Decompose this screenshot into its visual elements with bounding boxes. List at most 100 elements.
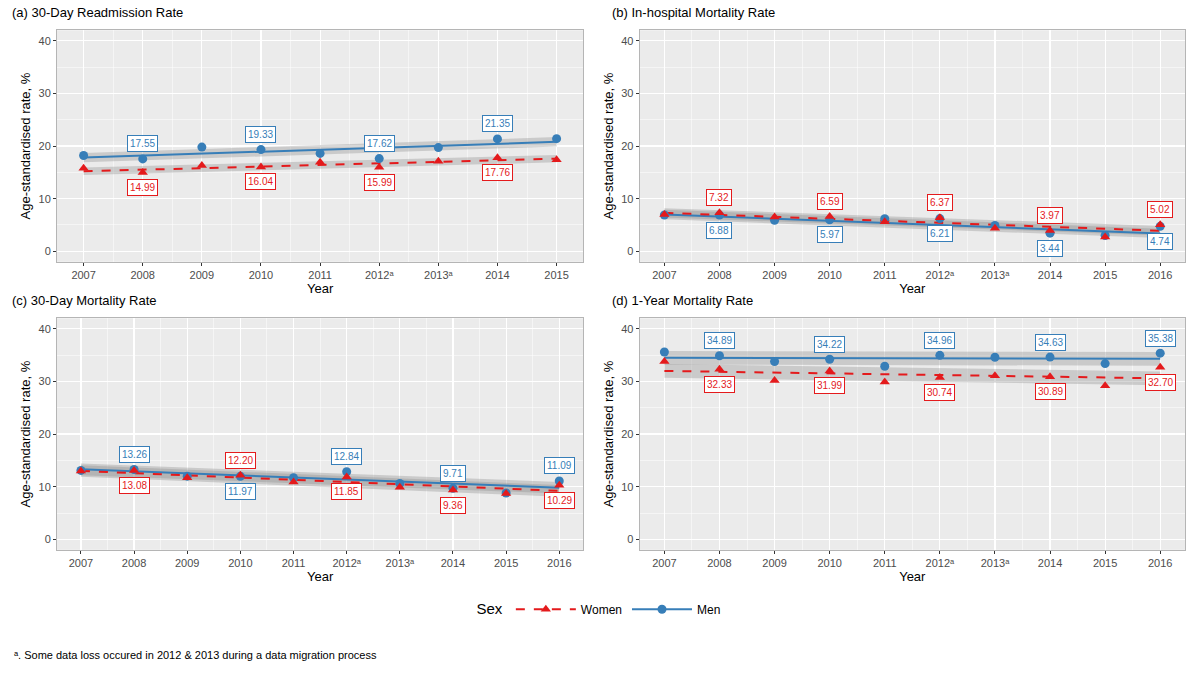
svg-text:2012ᵃ: 2012ᵃ (365, 269, 394, 281)
svg-text:2012ᵃ: 2012ᵃ (926, 269, 955, 281)
svg-text:11.09: 11.09 (547, 460, 572, 471)
svg-text:40: 40 (621, 35, 633, 47)
svg-text:19.33: 19.33 (248, 129, 273, 140)
svg-text:32.33: 32.33 (707, 379, 732, 390)
svg-text:2009: 2009 (175, 557, 199, 569)
svg-text:5.97: 5.97 (820, 229, 840, 240)
svg-text:13.08: 13.08 (122, 480, 147, 491)
svg-text:21.35: 21.35 (485, 118, 510, 129)
svg-text:2012ᵃ: 2012ᵃ (926, 557, 955, 569)
svg-text:30: 30 (621, 375, 633, 387)
svg-text:34.96: 34.96 (927, 335, 952, 346)
svg-text:12.20: 12.20 (228, 455, 253, 466)
svg-text:10: 10 (39, 193, 51, 205)
svg-text:40: 40 (39, 323, 51, 335)
svg-text:6.59: 6.59 (820, 196, 840, 207)
svg-text:17.55: 17.55 (130, 138, 155, 149)
svg-text:20: 20 (39, 428, 51, 440)
svg-text:Age-standardised rate, %: Age-standardised rate, % (18, 360, 33, 507)
svg-text:10: 10 (621, 193, 633, 205)
svg-text:30.89: 30.89 (1038, 386, 1063, 397)
svg-text:2011: 2011 (873, 557, 897, 569)
svg-text:0: 0 (45, 245, 51, 257)
svg-text:6.88: 6.88 (709, 225, 729, 236)
svg-text:0: 0 (627, 245, 633, 257)
svg-text:15.99: 15.99 (367, 177, 392, 188)
svg-text:2008: 2008 (130, 269, 154, 281)
svg-text:Year: Year (899, 281, 926, 296)
svg-text:20: 20 (621, 140, 633, 152)
svg-text:2013ᵃ: 2013ᵃ (424, 269, 453, 281)
svg-text:2015: 2015 (1093, 557, 1117, 569)
svg-text:(c) 30-Day Mortality Rate: (c) 30-Day Mortality Rate (12, 293, 156, 308)
svg-text:11.97: 11.97 (228, 486, 253, 497)
svg-text:35.38: 35.38 (1148, 333, 1173, 344)
svg-text:2015: 2015 (494, 557, 518, 569)
svg-text:ᵃ. Some data loss occured in 2: ᵃ. Some data loss occured in 2012 & 2013… (14, 649, 377, 661)
svg-text:30: 30 (39, 375, 51, 387)
svg-text:17.76: 17.76 (485, 167, 510, 178)
svg-text:4.74: 4.74 (1150, 236, 1170, 247)
svg-text:Year: Year (899, 569, 926, 584)
svg-text:Sex: Sex (477, 600, 503, 617)
svg-text:Age-standardised rate, %: Age-standardised rate, % (18, 72, 33, 219)
svg-text:3.97: 3.97 (1040, 210, 1060, 221)
svg-text:16.04: 16.04 (248, 176, 273, 187)
svg-text:40: 40 (39, 35, 51, 47)
svg-text:9.36: 9.36 (443, 500, 463, 511)
svg-text:14.99: 14.99 (130, 182, 155, 193)
svg-text:9.71: 9.71 (443, 468, 463, 479)
svg-text:2016: 2016 (547, 557, 571, 569)
svg-text:2010: 2010 (249, 269, 273, 281)
svg-text:6.21: 6.21 (930, 228, 950, 239)
svg-text:(a) 30-Day Readmission Rate: (a) 30-Day Readmission Rate (12, 5, 183, 20)
svg-text:6.37: 6.37 (930, 197, 950, 208)
svg-text:2007: 2007 (652, 269, 676, 281)
svg-text:2015: 2015 (544, 269, 568, 281)
svg-text:2011: 2011 (282, 557, 306, 569)
svg-text:10.29: 10.29 (547, 495, 572, 506)
svg-text:Age-standardised rate, %: Age-standardised rate, % (601, 72, 616, 219)
svg-text:2009: 2009 (762, 269, 786, 281)
svg-text:30.74: 30.74 (927, 387, 952, 398)
svg-text:Women: Women (581, 603, 622, 617)
svg-text:2013ᵃ: 2013ᵃ (981, 269, 1010, 281)
svg-text:32.70: 32.70 (1148, 377, 1173, 388)
svg-text:Year: Year (307, 281, 334, 296)
svg-text:2007: 2007 (71, 269, 95, 281)
svg-text:20: 20 (39, 140, 51, 152)
svg-text:3.44: 3.44 (1040, 243, 1060, 254)
svg-text:2011: 2011 (873, 269, 897, 281)
svg-text:2008: 2008 (707, 557, 731, 569)
svg-text:30: 30 (621, 87, 633, 99)
svg-text:34.22: 34.22 (817, 339, 842, 350)
svg-text:2008: 2008 (122, 557, 146, 569)
svg-text:Age-standardised rate, %: Age-standardised rate, % (601, 360, 616, 507)
svg-text:30: 30 (39, 87, 51, 99)
svg-text:2009: 2009 (762, 557, 786, 569)
svg-text:2013ᵃ: 2013ᵃ (981, 557, 1010, 569)
svg-text:2011: 2011 (308, 269, 332, 281)
svg-text:2009: 2009 (190, 269, 214, 281)
svg-text:20: 20 (621, 428, 633, 440)
svg-text:2014: 2014 (485, 269, 509, 281)
svg-text:(b) In-hospital Mortality Rate: (b) In-hospital Mortality Rate (612, 5, 775, 20)
svg-text:2012ᵃ: 2012ᵃ (332, 557, 361, 569)
svg-text:2010: 2010 (817, 269, 841, 281)
svg-text:2010: 2010 (228, 557, 252, 569)
svg-text:34.89: 34.89 (707, 335, 732, 346)
svg-text:2007: 2007 (69, 557, 93, 569)
svg-text:2014: 2014 (441, 557, 465, 569)
svg-text:0: 0 (627, 533, 633, 545)
svg-text:Men: Men (697, 603, 720, 617)
svg-text:2016: 2016 (1148, 557, 1172, 569)
svg-text:10: 10 (621, 481, 633, 493)
svg-text:2007: 2007 (652, 557, 676, 569)
svg-text:10: 10 (39, 481, 51, 493)
svg-text:34.63: 34.63 (1038, 337, 1063, 348)
svg-text:2016: 2016 (1148, 269, 1172, 281)
svg-text:12.84: 12.84 (334, 451, 359, 462)
svg-text:7.32: 7.32 (709, 192, 729, 203)
svg-text:2013ᵃ: 2013ᵃ (386, 557, 415, 569)
svg-text:17.62: 17.62 (367, 138, 392, 149)
